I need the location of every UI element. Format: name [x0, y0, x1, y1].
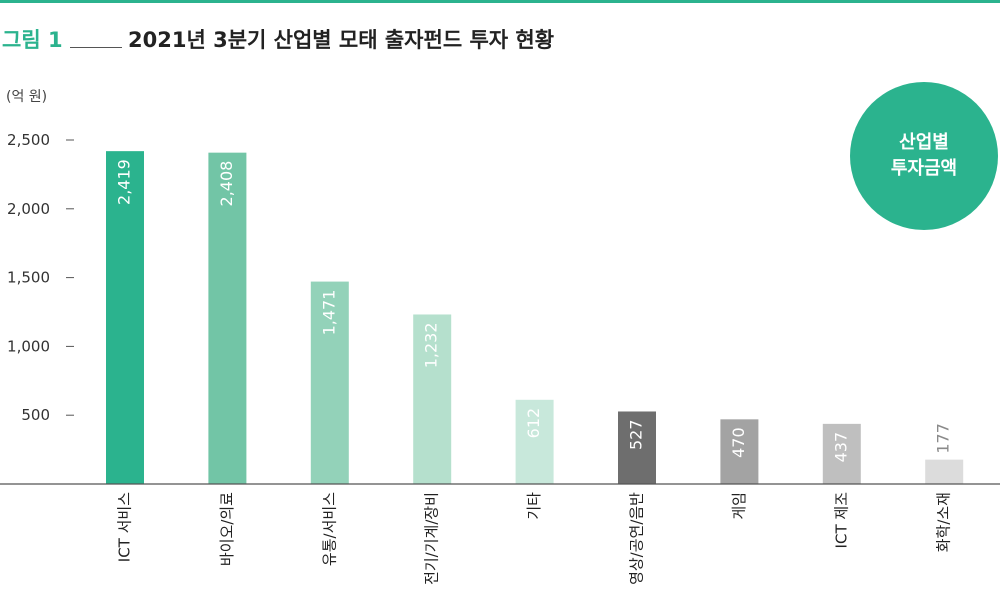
- y-tick-label: 1,000: [7, 337, 50, 355]
- bar: [208, 152, 247, 485]
- bar: [413, 314, 452, 484]
- bar-value-label: 612: [524, 408, 543, 439]
- badge-line-2: 투자금액: [890, 158, 958, 179]
- bar-value-label: 1,232: [422, 322, 441, 368]
- bar: [822, 423, 861, 484]
- category-badge: 산업별 투자금액: [850, 82, 998, 230]
- bar-value-label: 437: [831, 432, 850, 463]
- bar: [925, 459, 964, 484]
- y-tick-label: 1,500: [7, 269, 50, 287]
- bar-value-label: 2,419: [115, 159, 134, 205]
- x-category-label: 유통/서비스: [320, 492, 338, 566]
- y-tick-label: 500: [21, 406, 50, 424]
- bar-value-label: 527: [627, 419, 646, 450]
- x-category-label: ICT 제조: [832, 492, 850, 549]
- x-category-label: 기타: [525, 492, 543, 520]
- x-category-label: 바이오/의료: [218, 492, 236, 566]
- y-axis-unit-label: (억 원): [6, 89, 48, 105]
- badge-line-1: 산업별: [899, 132, 949, 153]
- x-category-label: 화학/소재: [935, 492, 953, 552]
- bar-value-label: 2,408: [217, 161, 236, 207]
- top-rule: [0, 0, 1000, 3]
- y-tick-label: 2,500: [7, 131, 50, 149]
- y-tick-label: 2,000: [7, 200, 50, 218]
- bar-value-label: 470: [729, 427, 748, 458]
- bar: [720, 419, 759, 484]
- bar: [310, 281, 349, 484]
- x-category-label: 게임: [730, 492, 748, 520]
- x-category-label: ICT 서비스: [116, 492, 134, 562]
- x-category-label: 전기/기계/장비: [423, 492, 441, 585]
- bar: [106, 151, 144, 484]
- chart-title: 2021년 3분기 산업별 모태 출자펀드 투자 현황: [128, 28, 555, 52]
- bar: [515, 399, 554, 484]
- x-category-label: 영상/공연/음반: [628, 492, 646, 585]
- bar-value-label: 1,471: [319, 290, 338, 336]
- figure-label: 그림 1: [2, 28, 63, 52]
- bar: [618, 411, 656, 484]
- figure-label-line: [70, 47, 122, 48]
- bar-value-label: 177: [934, 423, 953, 454]
